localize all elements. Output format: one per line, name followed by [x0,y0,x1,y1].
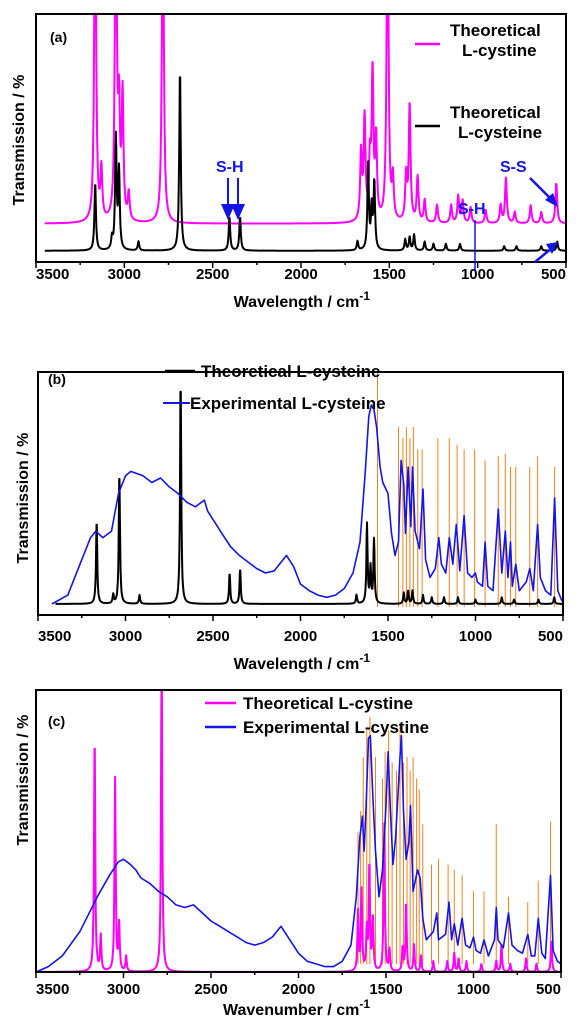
panel-c-legend-label-1: Theoretical L-cystine [243,694,413,713]
panel-b-plot [51,372,563,607]
panel-a-ylabel: Transmission / % [11,75,28,206]
panel-c-xtick-label-3500: 3500 [36,981,69,998]
panel-a-xtick-label-1000: 1000 [461,266,494,283]
panel-a-xtick-label-2000: 2000 [284,266,317,283]
panel-c-xtick-label-500: 500 [536,981,561,998]
panel-c-xtick-label-3000: 3000 [107,981,140,998]
panel-a-series-1 [44,14,566,225]
panel-b-legend-label-1: Theoretical L-cysteine [201,362,381,381]
panel-c-ylabel: Transmission / % [15,715,32,846]
panel-a-xlabel: Wavelength / cm-1 [234,289,371,311]
panel-b-xtick-label-2000: 2000 [284,628,317,645]
panel-b-xtick-label-3500: 3500 [38,628,71,645]
panel-a-arrowhead-sh-left-1 [221,204,235,220]
panel-b-xtick-label-2500: 2500 [196,628,229,645]
panel-a-xticks: 3500 3000 2500 2000 1500 1000 500 [35,262,567,283]
panel-a-label: (a) [50,29,67,45]
panel-c-xtick-label-1500: 1500 [369,981,402,998]
panel-c: 3500 3000 2500 2000 1500 1000 500 (c) Transmis… [15,689,562,1019]
panel-b-series-1 [54,390,563,605]
panel-c-xlabel-text: Wavenumber / cm [223,1002,359,1019]
panel-a-legend-label-2b: L-cysteine [458,123,542,142]
panel-b-xtick-label-1000: 1000 [459,628,492,645]
panel-c-series-2 [36,734,561,972]
panel-a-annot-sh-right: S-H [458,201,486,218]
panel-a-arrow-ss-up [534,247,553,263]
panel-a-arrowhead-ss-down [545,193,558,207]
panel-b: 3500 3000 2500 2000 1500 1000 500 (b) Transmis… [15,362,564,673]
panel-b-xlabel-text: Wavelength / cm [234,656,360,673]
panel-a-xtick-label-500: 500 [541,266,566,283]
panel-a-xlabel-text: Wavelength / cm [234,294,360,311]
panel-a-xtick-label-2500: 2500 [196,266,229,283]
panel-b-series-2 [51,404,563,605]
panel-c-xtick-label-2500: 2500 [194,981,227,998]
panel-c-label: (c) [48,713,65,729]
panel-b-xticks: 3500 3000 2500 2000 1500 1000 500 [37,615,564,645]
panel-a-xtick-label-3000: 3000 [108,266,141,283]
panel-a-arrowhead-sh-left-2 [231,204,245,220]
panel-b-label: (b) [48,371,66,387]
panel-c-xtick-label-1000: 1000 [457,981,490,998]
panel-b-xlabel: Wavelength / cm-1 [234,651,371,673]
panel-c-xlabel-sup: -1 [359,997,370,1011]
panel-c-legend-label-2: Experimental L-cystine [243,718,429,737]
panel-a-annot-sh-left: S-H [216,159,244,176]
panel-b-xlabel-sup: -1 [359,651,370,665]
panel-a-annot-ss: S-S [500,159,527,176]
panel-a-arrowhead-ss-up [546,242,558,254]
panel-a-xlabel-sup: -1 [359,289,370,303]
panel-b-legend-label-2: Experimental L-cysteine [190,394,386,413]
panel-a-legend-label-2a: Theoretical [450,103,541,122]
panel-c-xtick-label-2000: 2000 [282,981,315,998]
panel-c-xlabel: Wavenumber / cm-1 [223,997,370,1019]
panel-a-legend-label-1b: L-cystine [462,41,537,60]
panel-b-xtick-label-1500: 1500 [371,628,404,645]
panel-a-series-2 [44,76,566,252]
panel-a-plot [44,14,566,252]
panel-b-xtick-label-3000: 3000 [109,628,142,645]
panel-c-xticks: 3500 3000 2500 2000 1500 1000 500 [35,972,562,998]
panel-b-ylabel: Transmission / % [15,433,32,564]
panel-b-xtick-label-500: 500 [538,628,563,645]
panel-a-xtick-label-1500: 1500 [373,266,406,283]
panel-a-legend-label-1a: Theoretical [450,21,541,40]
panel-a: 3500 3000 2500 2000 1500 1000 500 (a) Transmis… [11,13,567,311]
panel-a-arrow-ss-down [529,177,553,201]
panel-a-xtick-label-3500: 3500 [36,266,69,283]
